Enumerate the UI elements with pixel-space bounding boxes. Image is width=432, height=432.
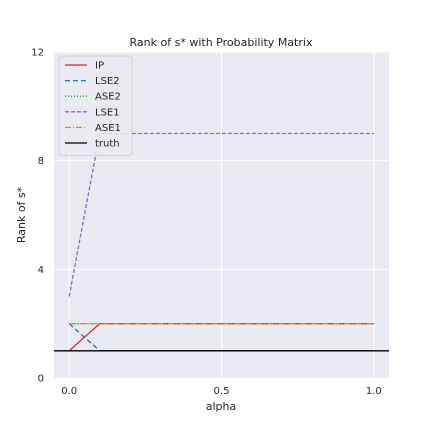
legend-label-ase2: ASE2	[95, 92, 121, 103]
legend-label-lse1: LSE1	[95, 107, 120, 118]
y-tick-label: 0	[38, 374, 44, 385]
y-tick-label: 4	[38, 265, 44, 276]
y-tick-label: 12	[31, 48, 44, 59]
y-axis-label: Rank of s*	[15, 186, 28, 243]
chart-title: Rank of s* with Probability Matrix	[130, 36, 313, 49]
legend-label-ip: IP	[95, 61, 104, 72]
legend-label-ase1: ASE1	[95, 123, 121, 134]
x-axis-label: alpha	[206, 400, 237, 413]
tick-labels: 0 4 8 12 0.0 0.5 1.0	[31, 48, 381, 398]
x-tick-label: 0.5	[214, 386, 230, 397]
legend-label-lse2: LSE2	[95, 76, 120, 87]
y-tick-label: 8	[38, 156, 44, 167]
x-tick-label: 1.0	[366, 386, 382, 397]
legend-label-truth: truth	[95, 139, 120, 150]
x-tick-label: 0.0	[61, 386, 77, 397]
legend: IP LSE2 ASE2 LSE1 ASE1 truth	[58, 55, 133, 156]
